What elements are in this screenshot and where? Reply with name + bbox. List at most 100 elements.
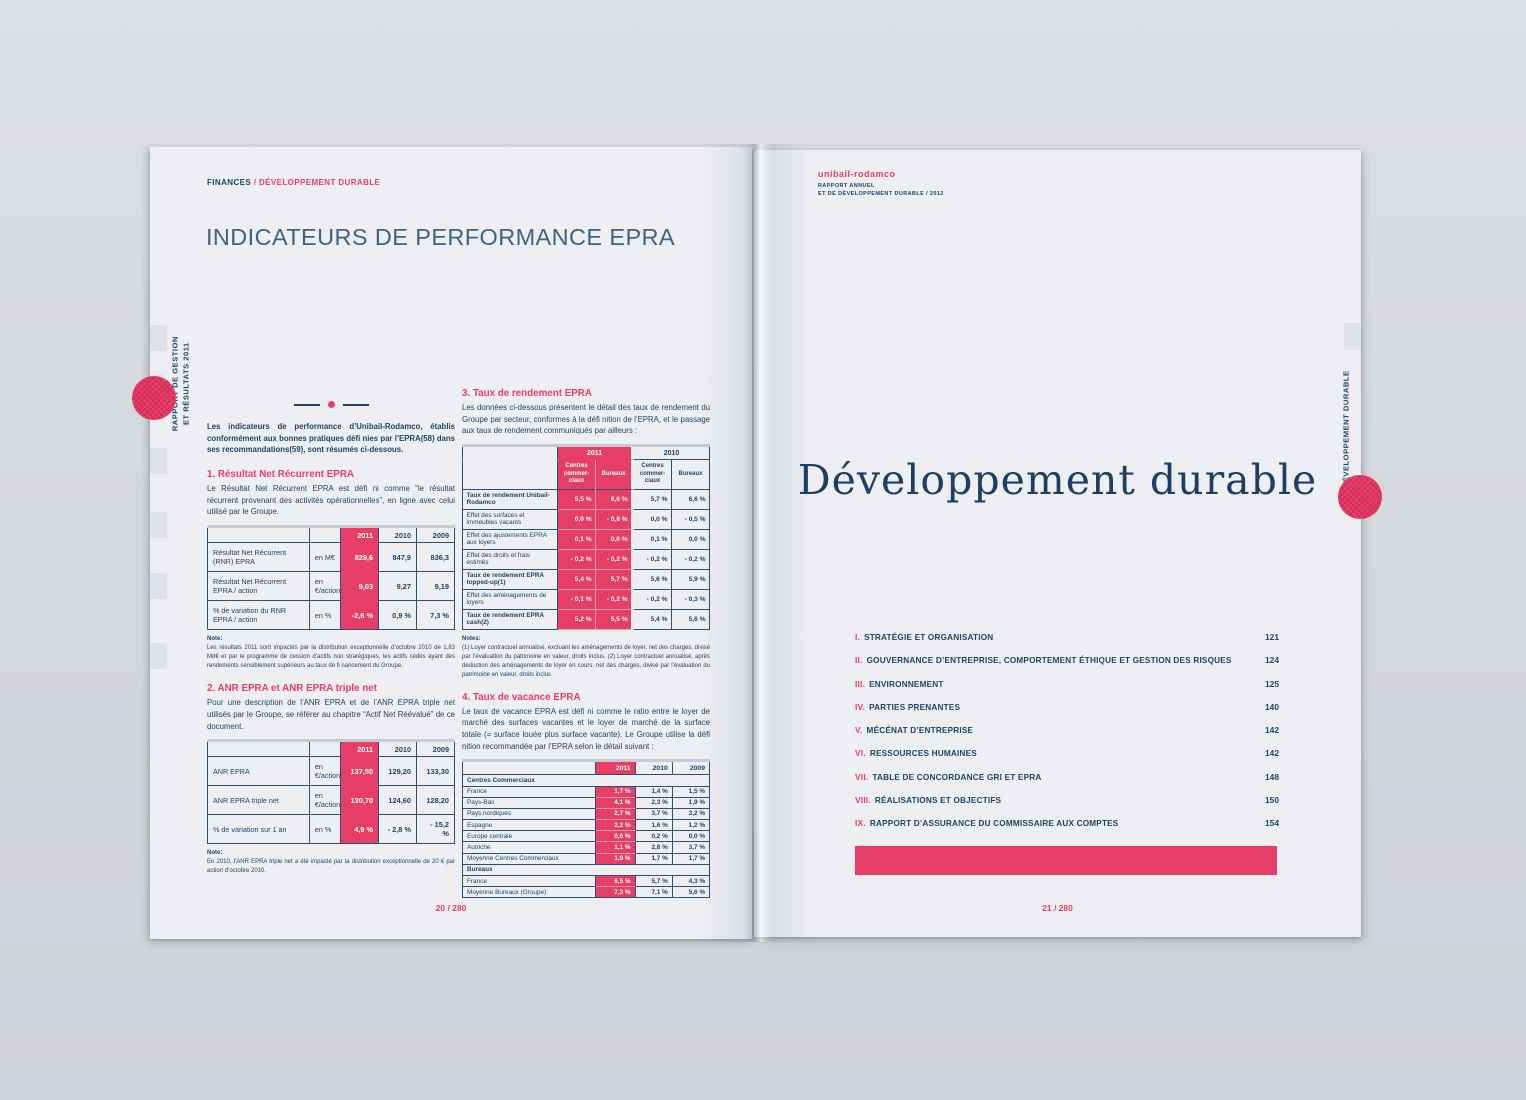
table-cell (207, 528, 310, 544)
value-2011: 7,3 % (595, 887, 636, 899)
table-row: Effet des aménagements de loyers - 0,1 % -… (462, 589, 710, 610)
year-header: 2010 (379, 742, 418, 758)
row-label: ANR EPRA (207, 757, 310, 787)
toc-item: IX. RAPPORT D’ASSURANCE DU COMMISSAIRE AU… (855, 818, 1279, 829)
vacancy-table: 2011 2010 2009 Centres Commerciaux France 1,7… (462, 759, 710, 899)
value-2010: 1,4 % (635, 786, 673, 798)
value-2011: 137,50 (340, 757, 380, 787)
table-row: ANR EPRA en €/action 137,50 129,20 133,30 (207, 757, 455, 787)
value-2010-bur: - 0,2 % (672, 549, 710, 570)
row-label: Pays-Bas (462, 797, 596, 809)
logo-wordmark: unibail-rodamco (818, 169, 896, 179)
table-row: % de variation sur 1 an en % 4,9 % - 2,8 % -… (207, 815, 455, 845)
table-row: Moyenne Centres Commerciaux 1,9 % 1,7 % 1,7… (462, 853, 710, 865)
toc-item: III. ENVIRONNEMENT 125 (855, 678, 1279, 689)
year-header: 2010 (634, 447, 710, 461)
breadcrumb: FINANCES / DÉVELOPPEMENT DURABLE (207, 178, 380, 187)
row-unit: en % (309, 601, 341, 631)
value-2011: 0,6 % (595, 831, 636, 843)
row-unit: en €/action (309, 572, 341, 602)
value-2011: 4,9 % (340, 815, 380, 845)
anr-table-note: Note: En 2010, l’ANR EPRA triple net a é… (207, 850, 455, 875)
yield-table: 2011 2010 Centres commer- ciaux Bureaux Cent… (462, 444, 710, 630)
table-row: France 1,7 % 1,4 % 1,5 % (462, 786, 710, 798)
table-cell (462, 460, 558, 490)
toc-item: VIII. RÉALISATIONS ET OBJECTIFS 150 (855, 795, 1279, 806)
table-cell (462, 762, 596, 776)
section-3-body: Les données ci-dessous présentent le dét… (462, 403, 710, 436)
table-cell (462, 447, 558, 461)
row-label: Moyenne Centres Commerciaux (462, 853, 596, 865)
value-2011: 130,70 (340, 786, 380, 816)
divider-dot-icon (327, 401, 335, 408)
section-4-body: Le taux de vacance EPRA est défi ni comm… (462, 706, 710, 751)
value-2009: - 15,2 % (417, 815, 455, 845)
value-2009: 133,30 (417, 757, 455, 787)
row-unit: en €/action (309, 757, 341, 787)
toc-item: VI. RESSOURCES HUMAINES 142 (855, 748, 1279, 759)
table-row: % de variation du RNR EPRA / action en % -… (207, 601, 455, 631)
edge-index-tab (150, 573, 167, 599)
table-row: Effet des surfaces et immeubles vacants 0… (462, 509, 710, 530)
value-2011: 1,1 % (595, 842, 636, 854)
breadcrumb-subsection: DÉVELOPPEMENT DURABLE (258, 178, 381, 187)
sector-header: Centres commer- ciaux (634, 460, 673, 490)
value-2009: 9,19 (417, 572, 455, 602)
value-2009: 0,0 % (672, 831, 710, 843)
value-2010: 9,27 (379, 572, 418, 602)
row-label: Effet des droits et frais estimés (462, 549, 558, 570)
page-number-right: 21 / 280 (1042, 903, 1073, 913)
row-unit: en M€ (309, 543, 341, 573)
value-2009: 7,3 % (417, 601, 455, 631)
table-row: Effet des ajustements EPRA aux loyers 0,1… (462, 529, 710, 550)
page-title: INDICATEURS DE PERFORMANCE EPRA (206, 224, 675, 250)
section-2-body: Pour une description de l’ANR EPRA et de… (207, 698, 455, 731)
toc-item: V. MÉCÉNAT D’ENTREPRISE 142 (855, 725, 1279, 736)
edge-index-tab (1344, 323, 1361, 350)
year-header: 2011 (340, 528, 380, 544)
value-2010: 124,60 (379, 786, 418, 816)
intro-text: Les indicateurs de performance d’Unibail… (207, 422, 455, 455)
value-2011-cc: 5,2 % (557, 609, 597, 630)
row-label: Résultat Net Récurrent (RNR) EPRA (207, 543, 310, 573)
value-2010-cc: 0,1 % (634, 529, 673, 550)
value-2011: 1,7 % (595, 786, 636, 798)
value-2010-cc: - 0,2 % (634, 589, 673, 610)
value-2011-cc: 0,1 % (557, 529, 597, 550)
value-2010-bur: 0,0 % (672, 529, 710, 550)
value-2010: 0,2 % (635, 831, 673, 843)
value-2010: 1,7 % (635, 853, 673, 865)
value-2010: 3,7 % (635, 808, 673, 821)
sector-header: Bureaux (596, 460, 635, 490)
value-2011-cc: 5,5 % (557, 489, 597, 510)
page-number-left: 20 / 280 (435, 903, 467, 913)
logo-subtitle: RAPPORT ANNUEL ET DE DÉVELOPPEMENT DURAB… (818, 183, 944, 198)
value-2010-cc: 5,4 % (634, 609, 673, 630)
value-2009: 5,6 % (672, 887, 710, 899)
value-2011: 2,7 % (595, 808, 636, 821)
left-column: Les indicateurs de performance d’Unibail… (207, 393, 455, 876)
group-header-row: Centres Commerciaux (462, 775, 710, 787)
financial-table: 2011 2010 2009 ANR EPRA en €/action 137,50 129… (207, 739, 455, 845)
row-unit: en €/action (309, 786, 341, 816)
value-2011-bur: 5,5 % (596, 609, 635, 630)
edge-index-tab (150, 512, 167, 538)
row-label: Résultat Net Récurrent EPRA / action (207, 572, 310, 602)
value-2009: 3,2 % (672, 808, 710, 821)
anr-table: 2011 2010 2009 ANR EPRA en €/action 137,50 129… (207, 739, 455, 845)
table-header-row: 2011 2010 2009 (462, 762, 710, 776)
value-2010: 2,3 % (635, 797, 673, 809)
value-2009: 1,7 % (672, 853, 710, 865)
section-1-heading: 1. Résultat Net Récurrent EPRA (207, 469, 354, 481)
value-2010: 847,9 (379, 543, 418, 573)
toc-item: II. GOUVERNANCE D’ENTREPRISE, COMPORTEMEN… (855, 655, 1279, 666)
table-cell (309, 742, 341, 758)
table-header-row: 2011 2010 (462, 447, 710, 461)
value-2010: 7,1 % (635, 887, 673, 899)
sector-header: Bureaux (672, 460, 710, 490)
table-row: Taux de rendement EPRA cash(2) 5,2 % 5,5 %… (462, 609, 710, 630)
year-header: 2009 (672, 762, 710, 776)
group-label: Centres Commerciaux (462, 775, 710, 787)
value-2011-bur: 5,7 % (596, 569, 635, 590)
value-2011-cc: 5,4 % (557, 569, 597, 590)
